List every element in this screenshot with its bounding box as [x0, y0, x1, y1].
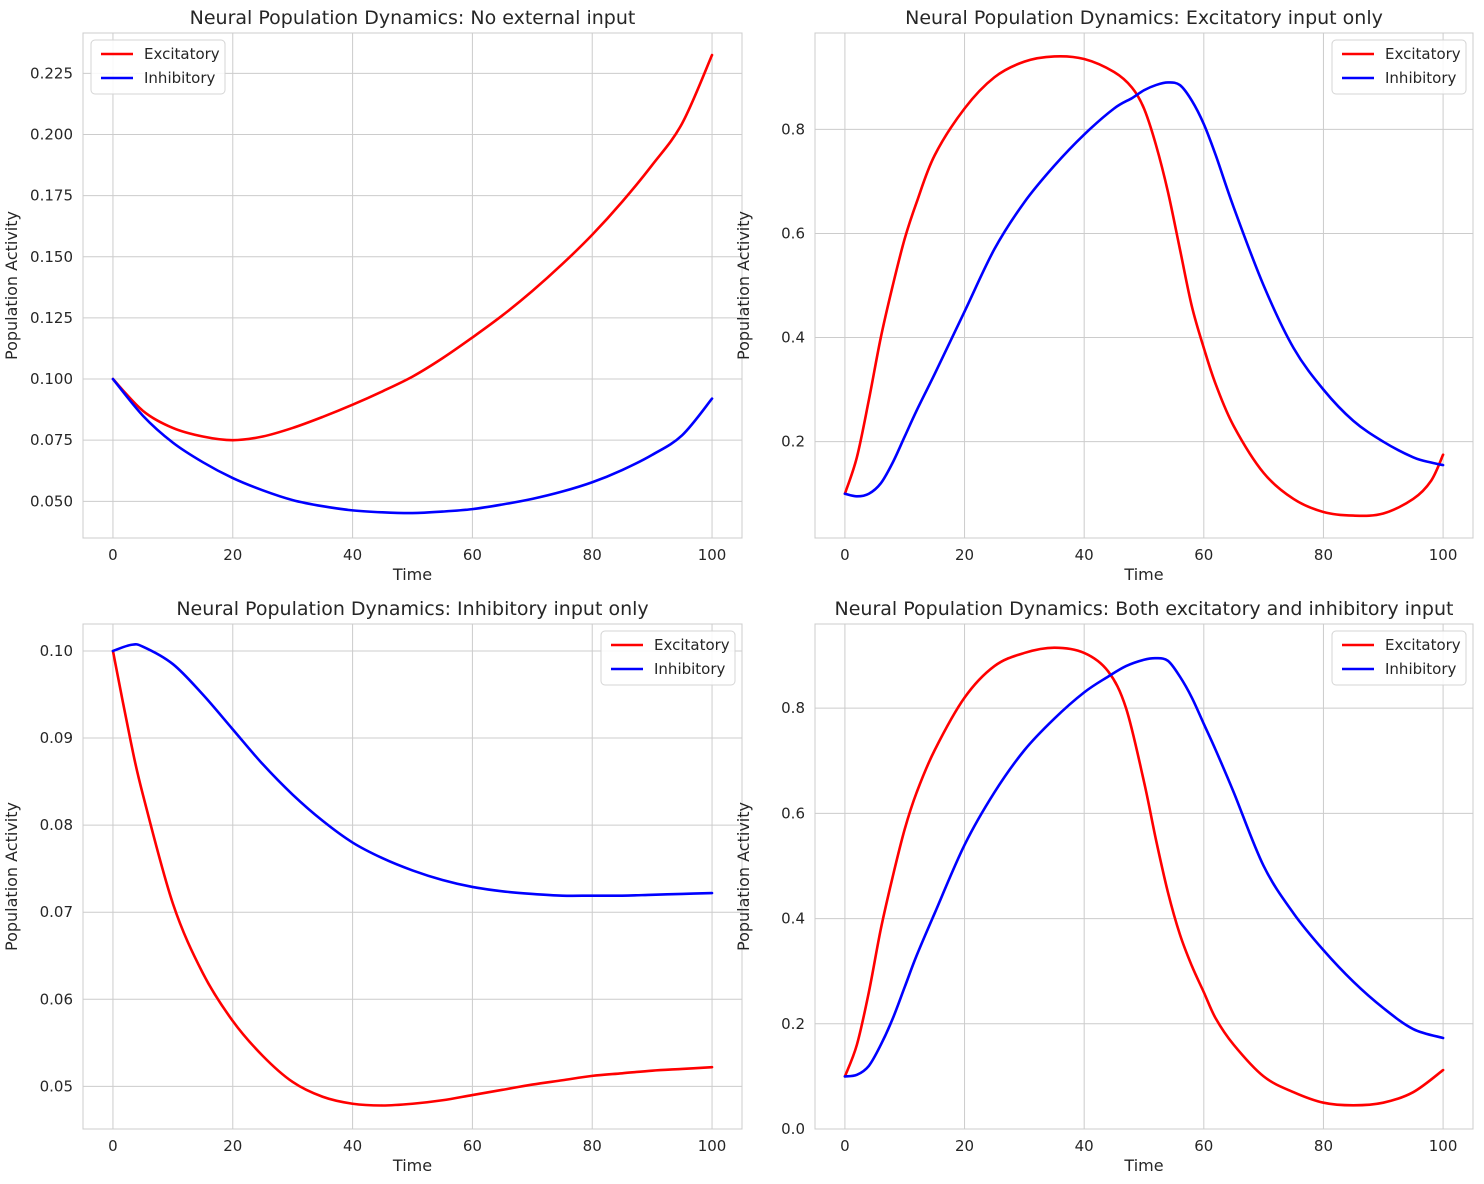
plot-area [815, 33, 1473, 538]
series-line-excitatory [111, 649, 714, 1107]
y-tick-label: 0.100 [30, 370, 73, 388]
y-tick-label: 0.0 [781, 1120, 805, 1138]
x-tick-label: 100 [698, 1137, 727, 1155]
x-tick-label: 0 [108, 1137, 118, 1155]
legend-label-inhibitory: Inhibitory [144, 69, 216, 87]
legend: Excitatory Inhibitory [1331, 630, 1467, 686]
series-line-inhibitory [111, 377, 714, 515]
y-tick-label: 0.125 [30, 309, 73, 327]
subplot-4: 0 20 40 60 80 100 0.0 0.2 0.4 0.6 0.8 Time Populatio… [734, 598, 1474, 1175]
legend-label-excitatory: Excitatory [654, 636, 730, 654]
y-tick-label: 0.225 [30, 64, 73, 82]
x-axis-label: Time [392, 565, 432, 584]
legend-label-inhibitory: Inhibitory [1385, 660, 1457, 678]
y-tick-label: 0.6 [781, 804, 805, 822]
series-line-inhibitory [843, 81, 1445, 498]
subplot-title: Neural Population Dynamics: Inhibitory i… [176, 598, 648, 620]
y-tick-label: 0.150 [30, 248, 73, 266]
x-tick-label: 100 [1429, 546, 1458, 564]
legend: Excitatory Inhibitory [600, 630, 736, 686]
x-tick-label: 40 [1075, 546, 1094, 564]
y-tick-label: 0.09 [40, 729, 73, 747]
x-tick-label: 40 [1075, 1137, 1094, 1155]
y-tick-label: 0.175 [30, 187, 73, 205]
series-line-excitatory [843, 646, 1445, 1107]
x-tick-label: 20 [223, 1137, 242, 1155]
series-line-excitatory [111, 53, 714, 442]
subplot-1: 0 20 40 60 80 100 0.050 0.075 0.100 0.125 0.150 0.1… [2, 7, 743, 584]
x-tick-label: 60 [463, 546, 482, 564]
subplot-2: 0 20 40 60 80 100 0.2 0.4 0.6 0.8 Time Population A… [734, 7, 1474, 584]
x-tick-label: 40 [343, 546, 362, 564]
axes-frame [82, 32, 743, 539]
x-axis-label: Time [1123, 1156, 1163, 1175]
y-tick-label: 0.2 [781, 433, 805, 451]
y-axis-label: Population Activity [2, 802, 21, 951]
y-tick-label: 0.08 [40, 816, 73, 834]
y-axis-label: Population Activity [734, 211, 753, 360]
y-axis-label: Population Activity [2, 211, 21, 360]
y-tick-label: 0.10 [40, 642, 73, 660]
legend: Excitatory Inhibitory [1331, 39, 1467, 95]
y-tick-label: 0.050 [30, 492, 73, 510]
subplot-title: Neural Population Dynamics: No external … [190, 7, 636, 29]
x-tick-label: 20 [955, 546, 974, 564]
legend-label-inhibitory: Inhibitory [654, 660, 726, 678]
y-tick-label: 0.4 [781, 910, 805, 928]
legend: Excitatory Inhibitory [90, 39, 226, 95]
y-tick-label: 0.07 [40, 903, 73, 921]
plot-area [83, 624, 742, 1129]
x-axis-label: Time [1123, 565, 1163, 584]
x-tick-label: 20 [955, 1137, 974, 1155]
y-tick-label: 0.8 [781, 120, 805, 138]
x-tick-label: 60 [1194, 546, 1213, 564]
x-tick-label: 0 [108, 546, 118, 564]
axes-frame [814, 623, 1474, 1130]
x-tick-label: 80 [583, 546, 602, 564]
subplot-title: Neural Population Dynamics: Both excitat… [835, 598, 1454, 620]
subplot-title: Neural Population Dynamics: Excitatory i… [905, 7, 1383, 29]
series-line-inhibitory [843, 656, 1445, 1078]
x-tick-label: 40 [343, 1137, 362, 1155]
legend-label-excitatory: Excitatory [144, 45, 220, 63]
y-tick-label: 0.2 [781, 1015, 805, 1033]
x-tick-label: 80 [1314, 1137, 1333, 1155]
y-tick-label: 0.6 [781, 224, 805, 242]
x-tick-label: 80 [1314, 546, 1333, 564]
axes-frame [82, 623, 743, 1130]
x-tick-label: 0 [840, 546, 850, 564]
y-tick-label: 0.06 [40, 990, 73, 1008]
legend-label-excitatory: Excitatory [1385, 636, 1461, 654]
y-tick-label: 0.8 [781, 699, 805, 717]
legend-label-inhibitory: Inhibitory [1385, 69, 1457, 87]
x-tick-label: 100 [1429, 1137, 1458, 1155]
y-tick-label: 0.4 [781, 329, 805, 347]
x-tick-label: 80 [583, 1137, 602, 1155]
series-line-inhibitory [111, 642, 714, 898]
subplot-3: 0 20 40 60 80 100 0.05 0.06 0.07 0.08 0.09 0.10 Time… [2, 598, 743, 1175]
legend-label-excitatory: Excitatory [1385, 45, 1461, 63]
x-tick-label: 60 [463, 1137, 482, 1155]
y-tick-label: 0.075 [30, 431, 73, 449]
series-line-excitatory [843, 54, 1445, 518]
plot-area [815, 624, 1473, 1129]
y-axis-label: Population Activity [734, 802, 753, 951]
x-axis-label: Time [392, 1156, 432, 1175]
y-tick-label: 0.05 [40, 1077, 73, 1095]
x-tick-label: 60 [1194, 1137, 1213, 1155]
x-tick-label: 100 [698, 546, 727, 564]
plot-area [83, 33, 742, 538]
x-tick-label: 0 [840, 1137, 850, 1155]
axes-frame [814, 32, 1474, 539]
x-tick-label: 20 [223, 546, 242, 564]
y-tick-label: 0.200 [30, 125, 73, 143]
